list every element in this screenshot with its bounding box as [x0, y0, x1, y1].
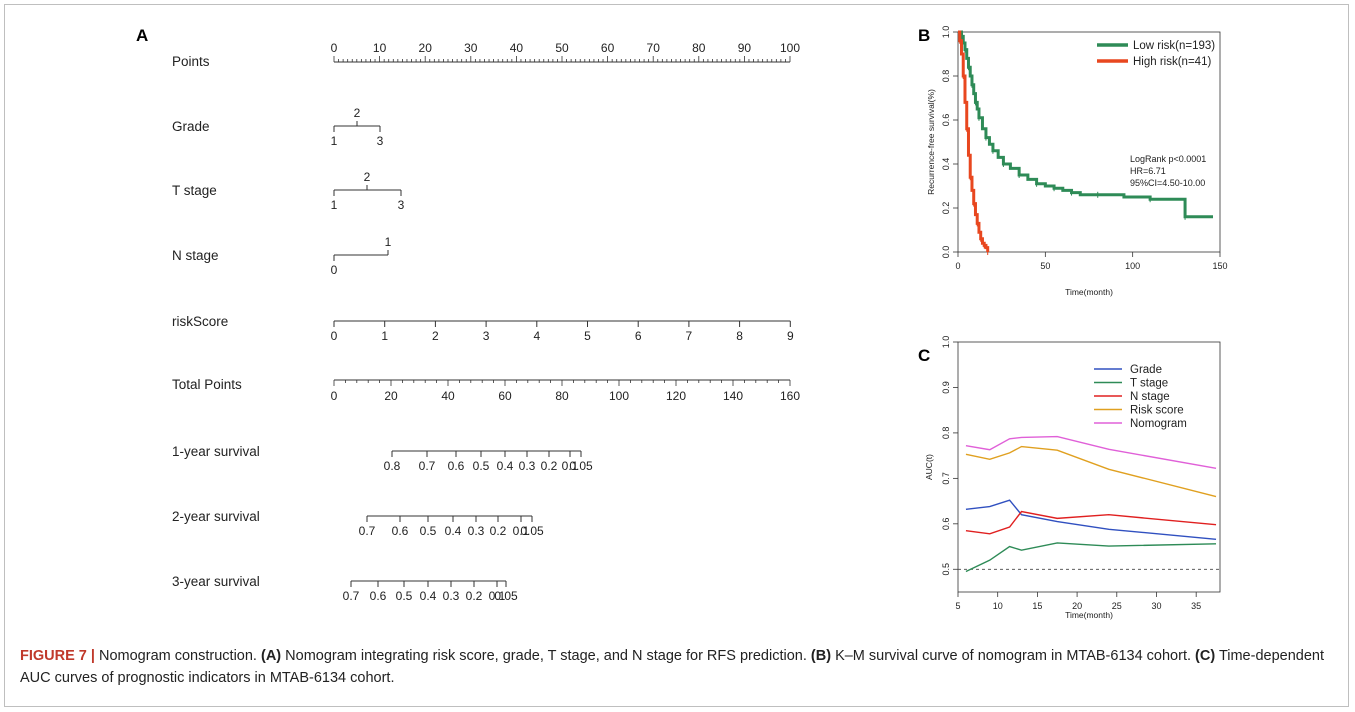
auc-x-tick-label: 5: [955, 601, 960, 611]
caption-text-2: Nomogram integrating risk score, grade, …: [281, 648, 811, 664]
auc-y-tick-label: 0.9: [941, 381, 951, 394]
auc-legend-label: N stage: [1130, 391, 1170, 403]
auc-x-tick-label: 30: [1151, 601, 1161, 611]
auc-legend-label: Risk score: [1130, 405, 1184, 417]
auc-series-line: [966, 447, 1216, 497]
auc-series-line: [966, 512, 1216, 534]
auc-y-tick-label: 0.6: [941, 518, 951, 531]
auc-x-tick-label: 10: [993, 601, 1003, 611]
caption-text-1: Nomogram construction.: [95, 648, 261, 664]
caption-text-3: K–M survival curve of nomogram in MTAB-6…: [831, 648, 1195, 664]
caption-a-label: (A): [261, 648, 281, 664]
auc-y-tick-label: 0.7: [941, 472, 951, 485]
caption-c-label: (C): [1195, 648, 1215, 664]
auc-x-tick-label: 35: [1191, 601, 1201, 611]
auc-x-axis-label: Time(month): [1065, 610, 1113, 620]
caption-figure-label: FIGURE 7 |: [20, 648, 95, 664]
caption-b-label: (B): [811, 648, 831, 664]
figure-caption: FIGURE 7 | Nomogram construction. (A) No…: [20, 645, 1340, 689]
auc-legend-label: Grade: [1130, 364, 1162, 376]
auc-y-axis-label: AUC(t): [924, 454, 934, 480]
auc-series-line: [966, 500, 1216, 539]
auc-chart: C 5 10 15 20 25 30 35 0.5 0.6 0.7 0.8 0.9 1.0 Time(mo…: [0, 0, 1355, 640]
auc-y-tick-label: 1.0: [941, 336, 951, 349]
auc-x-tick-label: 25: [1112, 601, 1122, 611]
auc-y-tick-label: 0.5: [941, 563, 951, 576]
auc-y-tick-label: 0.8: [941, 427, 951, 440]
auc-legend-label: Nomogram: [1130, 418, 1187, 430]
auc-series-line: [966, 437, 1216, 469]
auc-legend-label: T stage: [1130, 378, 1168, 390]
panel-label-c: C: [918, 346, 930, 365]
auc-series-line: [966, 543, 1216, 572]
auc-x-tick-label: 15: [1032, 601, 1042, 611]
